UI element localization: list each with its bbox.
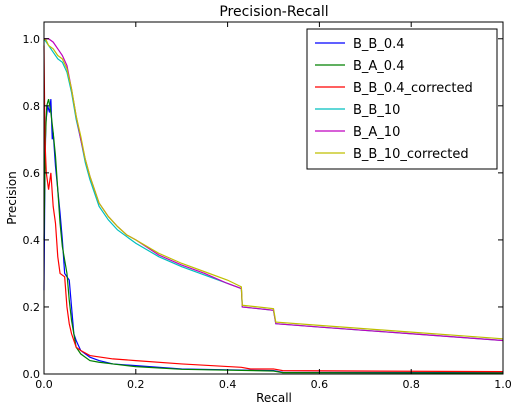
y-axis: 0.0 0.2 0.4 0.6 0.8 1.0 bbox=[23, 33, 503, 381]
x-tick-label: 0.0 bbox=[35, 378, 53, 391]
legend: B_B_0.4 B_A_0.4 B_B_0.4_corrected B_B_10 B_A… bbox=[306, 28, 498, 170]
y-tick-label: 0.4 bbox=[23, 234, 41, 247]
series-line-6 bbox=[43, 38, 504, 340]
legend-label: B_B_0.4_corrected bbox=[353, 81, 473, 96]
legend-label: B_B_10_corrected bbox=[353, 147, 469, 162]
x-tick-label: 0.2 bbox=[127, 378, 145, 391]
chart-title: Precision-Recall bbox=[219, 4, 328, 20]
legend-label: B_B_0.4 bbox=[353, 37, 405, 52]
y-tick-label: 0.0 bbox=[23, 368, 41, 381]
y-tick-label: 0.2 bbox=[23, 301, 41, 314]
legend-label: B_A_10 bbox=[353, 125, 400, 140]
x-tick-label: 0.6 bbox=[311, 378, 329, 391]
y-tick-label: 1.0 bbox=[23, 33, 41, 46]
x-tick-label: 1.0 bbox=[494, 378, 511, 391]
y-tick-label: 0.8 bbox=[23, 100, 41, 113]
series-line-2 bbox=[43, 98, 504, 374]
y-tick-label: 0.6 bbox=[23, 167, 41, 180]
legend-label: B_B_10 bbox=[353, 103, 400, 118]
y-axis-label: Precision bbox=[5, 171, 19, 225]
series-line-3 bbox=[43, 45, 504, 373]
x-axis-label: Recall bbox=[256, 391, 292, 405]
legend-label: B_A_0.4 bbox=[353, 59, 405, 74]
legend-box bbox=[306, 28, 498, 170]
plot-area bbox=[43, 38, 504, 374]
x-tick-label: 0.8 bbox=[402, 378, 420, 391]
x-axis: 0.0 0.2 0.4 0.6 0.8 1.0 bbox=[35, 22, 511, 391]
plot-frame bbox=[43, 21, 504, 375]
x-tick-label: 0.4 bbox=[219, 378, 237, 391]
